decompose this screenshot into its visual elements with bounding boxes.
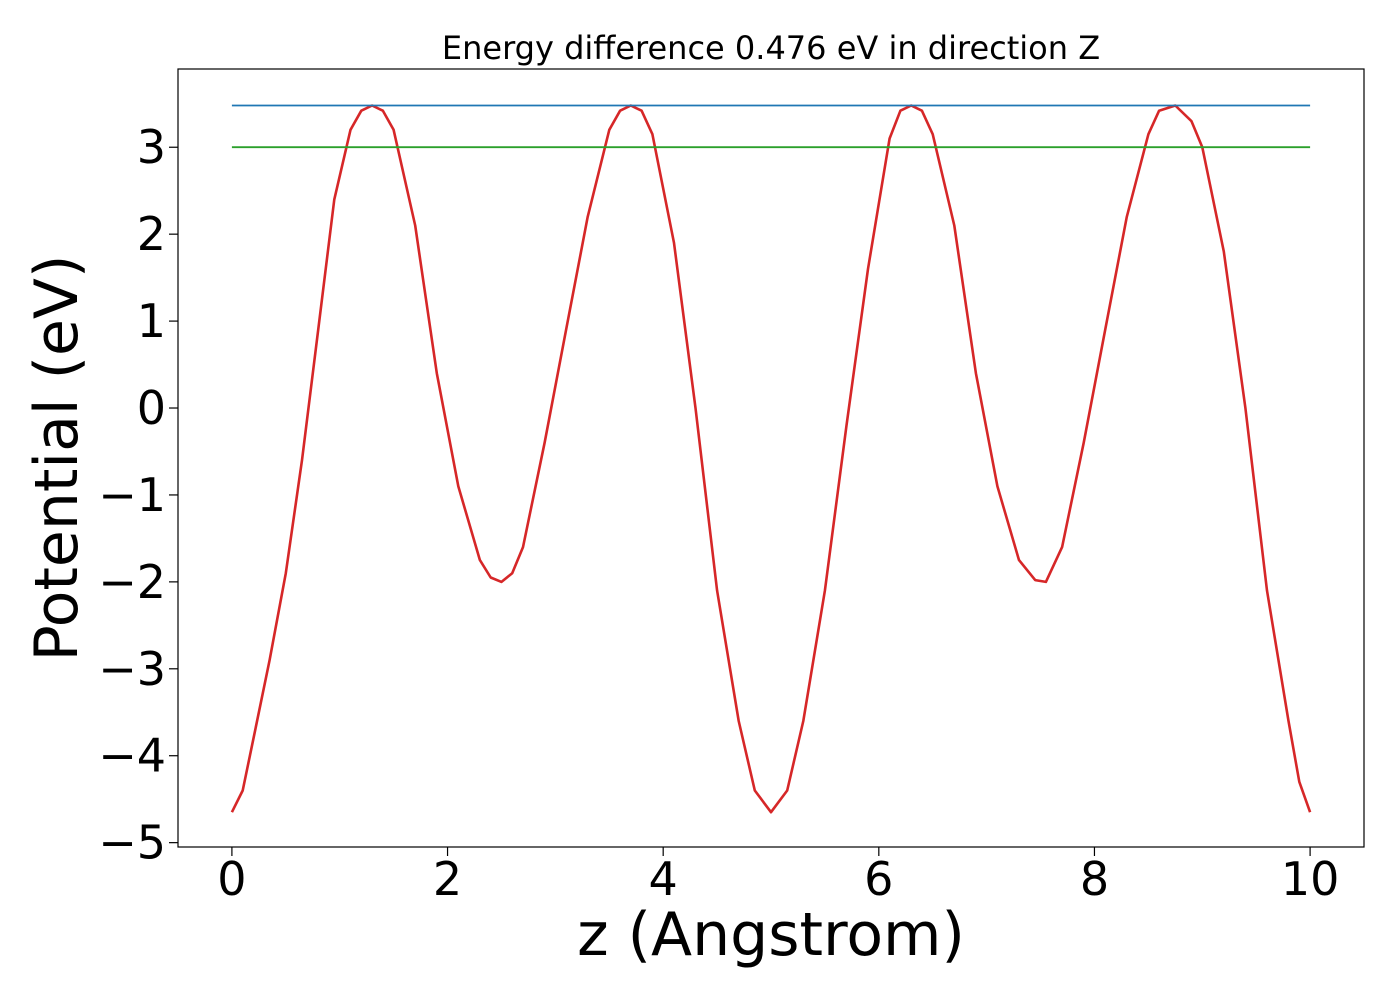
plot-frame — [177, 68, 1365, 848]
x-tick-label: 0 — [217, 852, 246, 906]
series-line-0 — [230, 104, 1312, 814]
y-tick-label: −1 — [98, 468, 166, 522]
y-tick-label: 1 — [137, 294, 166, 348]
y-tick-label: 2 — [137, 207, 166, 261]
y-axis-ticks: −5 −4 −3 −2 −1 0 1 2 3 — [98, 120, 178, 870]
chart-title: Energy difference 0.476 eV in direction … — [442, 29, 1100, 67]
x-axis-label: z (Angstrom) — [577, 900, 965, 970]
y-tick-label: −3 — [98, 642, 166, 696]
y-tick-label: −2 — [98, 555, 166, 609]
y-tick-label: 3 — [137, 120, 166, 174]
x-tick-label: 8 — [1080, 852, 1109, 906]
y-tick-label: −4 — [98, 729, 166, 783]
x-axis-ticks: 0 2 4 6 8 10 — [217, 847, 1339, 906]
y-tick-label: −5 — [98, 816, 166, 870]
x-tick-label: 2 — [433, 852, 462, 906]
series-layer — [230, 104, 1312, 814]
y-tick-label: 0 — [137, 381, 166, 435]
x-tick-label: 4 — [649, 852, 678, 906]
y-axis-label: Potential (eV) — [22, 255, 92, 662]
x-tick-label: 6 — [864, 852, 893, 906]
x-tick-label: 10 — [1281, 852, 1340, 906]
